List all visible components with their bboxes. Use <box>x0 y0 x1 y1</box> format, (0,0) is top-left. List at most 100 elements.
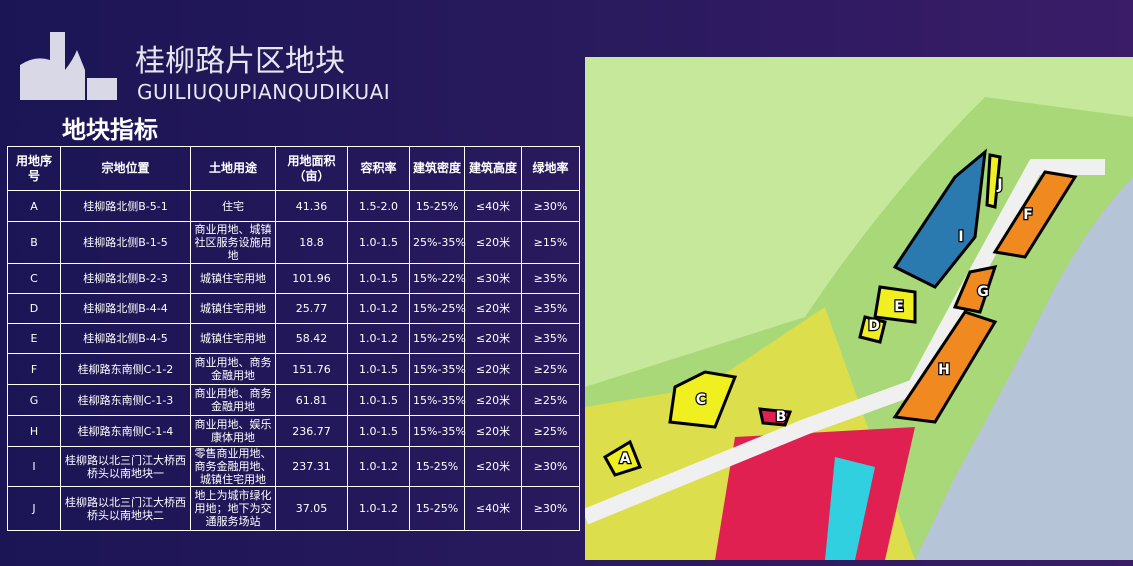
table-cell: ≥30% <box>521 190 580 222</box>
table-cell: 城镇住宅用地 <box>190 323 276 354</box>
table-cell: 桂柳路东南侧C-1-4 <box>60 415 191 447</box>
table-cell: ≥35% <box>521 263 580 294</box>
plot-label: B <box>776 409 787 425</box>
column-header: 用地序号 <box>7 146 61 191</box>
table-cell: 商业用地、商务金融用地 <box>190 384 276 416</box>
table-cell: 1.5-2.0 <box>347 190 410 222</box>
table-cell: 236.77 <box>275 415 348 447</box>
table-cell: ≤30米 <box>464 263 522 294</box>
map: A B C DE F G H I J <box>585 57 1133 560</box>
table-cell: ≥35% <box>521 293 580 324</box>
table-cell: ≤20米 <box>464 446 522 487</box>
plot-label: E <box>894 299 904 315</box>
table-cell: 1.0-1.5 <box>347 384 410 416</box>
table-cell: 15-25% <box>409 446 465 487</box>
column-header: 建筑密度 <box>409 146 465 191</box>
table-cell: 城镇住宅用地 <box>190 293 276 324</box>
logo-block <box>87 78 117 100</box>
table-row: E 桂柳路北侧B-4-5 城镇住宅用地 58.42 1.0-1.2 15%-25% ≤20米… <box>7 323 580 354</box>
table-cell: ≤40米 <box>464 190 522 222</box>
column-header: 建筑高度 <box>464 146 522 191</box>
plot-label: A <box>620 451 631 467</box>
table-cell: 桂柳路以北三门江大桥西桥头以南地块一 <box>60 446 191 487</box>
plot-label: H <box>938 362 950 378</box>
plot-label: I <box>958 229 963 245</box>
table-cell: 地上为城市绿化用地；地下为交通服务场站 <box>190 486 276 531</box>
plot-label: F <box>1023 207 1033 223</box>
table-cell: D <box>7 293 61 324</box>
table-cell: 桂柳路北侧B-2-3 <box>60 263 191 294</box>
table-row: B 桂柳路北侧B-1-5 商业用地、城镇社区服务设施用地 18.8 1.0-1.5 25%… <box>7 221 580 264</box>
plot-h <box>892 310 998 424</box>
table-cell: G <box>7 384 61 416</box>
table-cell: 15%-22% <box>409 263 466 294</box>
table-cell: 城镇住宅用地 <box>190 263 276 294</box>
table-cell: 237.31 <box>275 446 348 487</box>
table-cell: 25.77 <box>275 293 348 324</box>
table-row: C 桂柳路北侧B-2-3 城镇住宅用地 101.96 1.0-1.5 15%-22% ≤30… <box>7 263 580 294</box>
table-cell: 15%-25% <box>409 323 466 354</box>
plot-label: J <box>996 177 1002 193</box>
section-title: 地块指标 <box>62 116 158 144</box>
table-cell: 住宅 <box>190 190 276 222</box>
table-cell: ≤40米 <box>464 486 522 531</box>
table-cell: 15%-35% <box>409 353 466 385</box>
plot-d <box>858 315 887 344</box>
column-header: 土地用途 <box>190 146 276 191</box>
river <box>915 177 1133 560</box>
column-header: 绿地率 <box>521 146 580 191</box>
plot-g <box>952 265 998 314</box>
table-cell: ≥30% <box>521 486 580 531</box>
table-cell: 15%-25% <box>409 293 466 324</box>
table-cell: B <box>7 221 61 264</box>
plot-label: D <box>868 318 880 334</box>
logo <box>20 32 117 100</box>
lake <box>825 457 875 560</box>
table-row: J 桂柳路以北三门江大桥西桥头以南地块二 地上为城市绿化用地；地下为交通服务场站 37… <box>7 486 580 531</box>
table-cell: 18.8 <box>275 221 348 264</box>
table-cell: ≥35% <box>521 323 580 354</box>
table-cell: 桂柳路以北三门江大桥西桥头以南地块二 <box>60 486 191 531</box>
table-cell: 58.42 <box>275 323 348 354</box>
table-row: A 桂柳路北侧B-5-1 住宅 41.36 1.5-2.0 15-25% ≤40米 ≥30% <box>7 190 580 222</box>
plot-c <box>668 370 738 429</box>
table-row: D 桂柳路北侧B-4-4 城镇住宅用地 25.77 1.0-1.2 15%-25% ≤20米… <box>7 293 580 324</box>
plot-j <box>985 153 1002 209</box>
table-cell: ≥25% <box>521 353 580 385</box>
table-cell: 41.36 <box>275 190 348 222</box>
column-header: 用地面积（亩） <box>275 146 348 191</box>
plot-i <box>892 148 987 289</box>
plot-a <box>602 439 642 477</box>
table-cell: C <box>7 263 61 294</box>
table-cell: 15-25% <box>409 486 465 531</box>
table-cell: 1.0-1.5 <box>347 353 410 385</box>
table-cell: ≤20米 <box>464 353 522 385</box>
table-cell: 商业用地、城镇社区服务设施用地 <box>190 221 276 264</box>
table-cell: 1.0-1.2 <box>347 323 410 354</box>
table-cell: 商业用地、商务金融用地 <box>190 353 276 385</box>
table-cell: 1.0-1.5 <box>347 221 410 264</box>
plot-f <box>992 170 1078 259</box>
table-cell: F <box>7 353 61 385</box>
table-cell: 桂柳路北侧B-4-5 <box>60 323 191 354</box>
plot-label: C <box>696 392 706 408</box>
plot-label: G <box>977 284 989 300</box>
table-cell: 37.05 <box>275 486 348 531</box>
table-cell: H <box>7 415 61 447</box>
table-cell: ≥30% <box>521 446 580 487</box>
table-cell: I <box>7 446 61 487</box>
table-row: G 桂柳路东南侧C-1-3 商业用地、商务金融用地 61.81 1.0-1.5 15%-3… <box>7 384 580 416</box>
table-cell: 101.96 <box>275 263 348 294</box>
table-row: I 桂柳路以北三门江大桥西桥头以南地块一 零售商业用地、商务金融用地、城镇住宅用地 2… <box>7 446 580 487</box>
table-cell: ≥15% <box>521 221 580 264</box>
table-cell: 商业用地、娱乐康体用地 <box>190 415 276 447</box>
table-cell: 1.0-1.2 <box>347 486 410 531</box>
table-row: H 桂柳路东南侧C-1-4 商业用地、娱乐康体用地 236.77 1.0-1.5 15%-… <box>7 415 580 447</box>
table-cell: ≤20米 <box>464 221 522 264</box>
title: 桂柳路片区地块 <box>135 44 345 79</box>
table-row: F 桂柳路东南侧C-1-2 商业用地、商务金融用地 151.76 1.0-1.5 15%-… <box>7 353 580 385</box>
table-cell: 零售商业用地、商务金融用地、城镇住宅用地 <box>190 446 276 487</box>
table-cell: 1.0-1.5 <box>347 415 410 447</box>
